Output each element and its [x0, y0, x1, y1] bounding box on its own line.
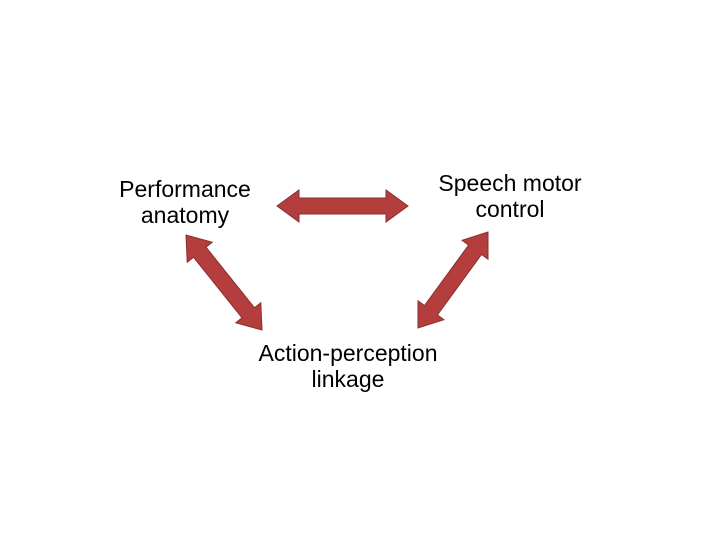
double-arrow-icon [186, 235, 262, 330]
node-label-line1: Performance [119, 176, 251, 202]
diagram-stage: Performance anatomy Speech motor control… [0, 0, 720, 540]
node-label-line1: Speech motor [438, 170, 581, 196]
node-speech-motor-control: Speech motor control [420, 170, 600, 223]
arrows-layer [0, 0, 720, 540]
node-label-line2: linkage [312, 366, 385, 392]
node-action-perception-linkage: Action-perception linkage [238, 340, 458, 393]
node-label-line2: anatomy [141, 202, 229, 228]
node-label-line2: control [475, 196, 544, 222]
node-performance-anatomy: Performance anatomy [105, 176, 265, 229]
double-arrow-icon [277, 190, 408, 222]
double-arrow-icon [418, 232, 488, 328]
node-label-line1: Action-perception [259, 340, 438, 366]
